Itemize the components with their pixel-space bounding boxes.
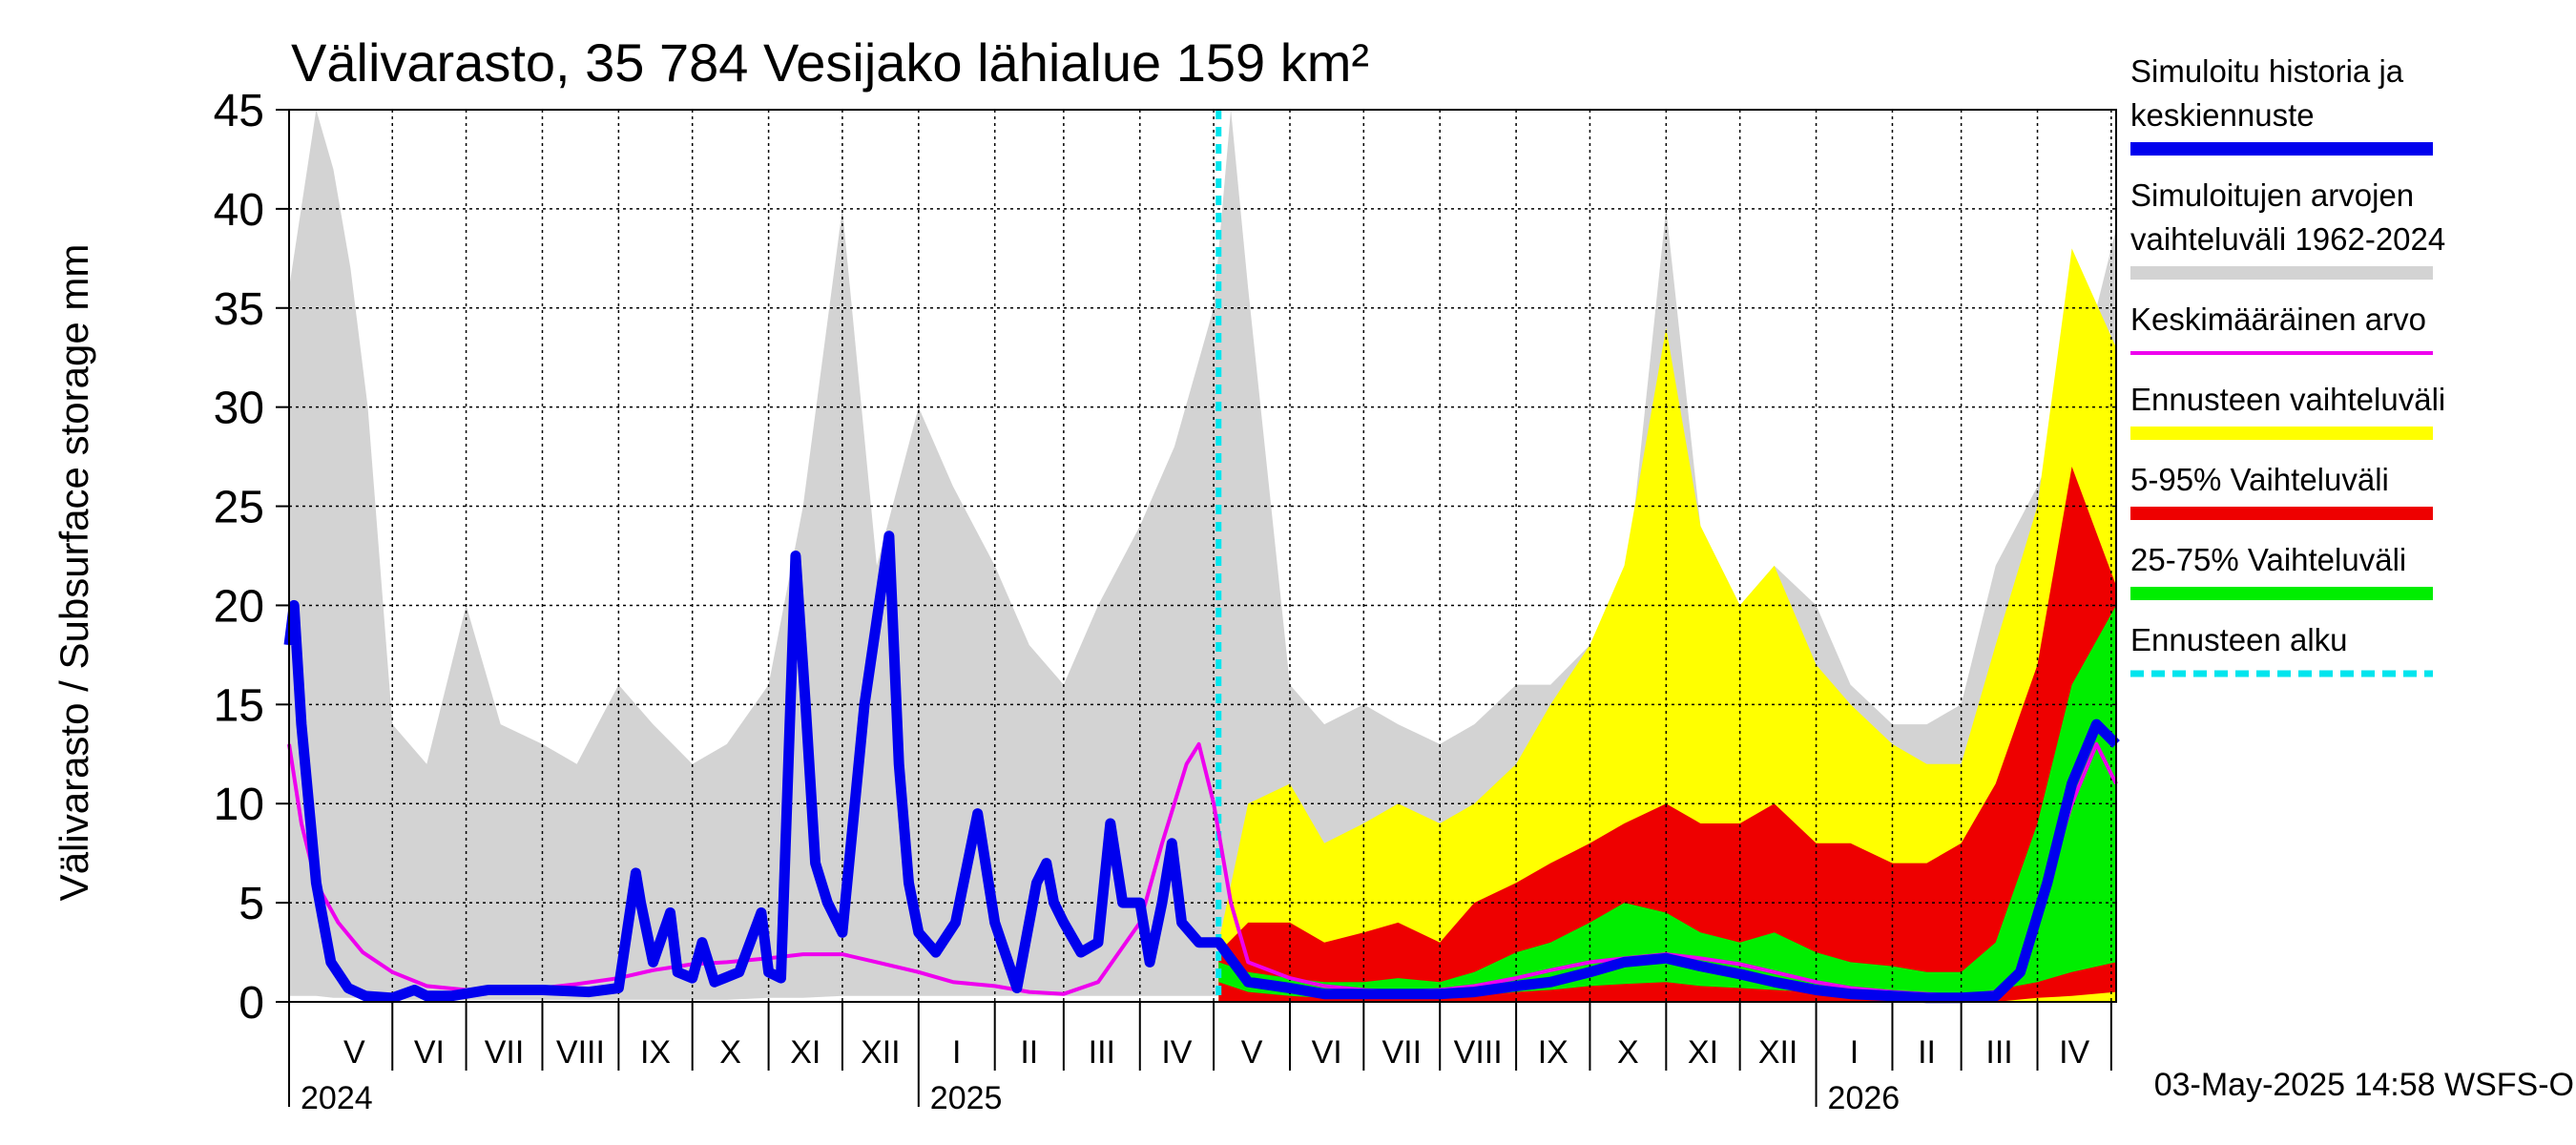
x-month-label-2024-10-01: X bbox=[719, 1034, 741, 1071]
legend-label-25-75-vaihteluv-li: 25-75% Vaihteluväli bbox=[2130, 542, 2406, 577]
x-month-label-2024-09-01: IX bbox=[640, 1034, 671, 1071]
y-tick-label-35: 35 bbox=[214, 284, 264, 335]
legend-label-keskim-r-inen-arvo: Keskimääräinen arvo bbox=[2130, 302, 2426, 337]
x-month-label-2025-09-01: IX bbox=[1538, 1034, 1568, 1071]
x-month-label-2026-01-01: I bbox=[1850, 1034, 1859, 1071]
x-month-label-2025-12-01: XII bbox=[1758, 1034, 1798, 1071]
legend-label-ennusteen-alku: Ennusteen alku bbox=[2130, 622, 2348, 657]
y-tick-label-10: 10 bbox=[214, 780, 264, 830]
x-year-label-2024: 2024 bbox=[301, 1080, 373, 1116]
x-month-label-2025-04-01: IV bbox=[1161, 1034, 1192, 1071]
x-month-label-2024-06-01: VI bbox=[414, 1034, 445, 1071]
x-month-label-2025-05-01: V bbox=[1241, 1034, 1263, 1071]
legend-label-simuloitu-historia-ja: Simuloitu historia ja bbox=[2130, 53, 2404, 89]
legend-label-5-95-vaihteluv-li: 5-95% Vaihteluväli bbox=[2130, 462, 2389, 497]
y-tick-label-20: 20 bbox=[214, 581, 264, 632]
x-month-label-2025-08-01: VIII bbox=[1454, 1034, 1503, 1071]
x-month-label-2024-08-01: VIII bbox=[556, 1034, 605, 1071]
series-lines bbox=[283, 110, 2120, 1004]
line-simuloitu-historia-ja-keskiennuste bbox=[283, 531, 2120, 1004]
legend-label-keskiennuste: keskiennuste bbox=[2130, 97, 2315, 133]
x-month-label-2025-11-01: XI bbox=[1688, 1034, 1718, 1071]
chart-title: Välivarasto, 35 784 Vesijako lähialue 15… bbox=[291, 32, 1369, 93]
y-tick-label-0: 0 bbox=[239, 978, 264, 1029]
x-month-label-2026-04-01: IV bbox=[2059, 1034, 2089, 1071]
y-tick-label-15: 15 bbox=[214, 680, 264, 731]
x-month-label-2025-10-01: X bbox=[1617, 1034, 1639, 1071]
y-tick-label-30: 30 bbox=[214, 384, 264, 434]
x-axis: V VI VII VIII IX X XI XII I II III IV V VI VII VIII IX X X… bbox=[288, 1002, 2112, 1116]
y-axis-label: Välivarasto / Subsurface storage mm bbox=[52, 244, 96, 902]
y-tick-label-45: 45 bbox=[214, 86, 264, 136]
grid-lines bbox=[289, 109, 2116, 1002]
legend-label-simuloitujen-arvojen: Simuloitujen arvojen bbox=[2130, 177, 2414, 213]
plot-frame bbox=[288, 109, 2117, 1003]
timestamp-footer: 03-May-2025 14:58 WSFS-O bbox=[2154, 1067, 2574, 1103]
y-axis-ticks: 0 5 10 15 20 25 30 35 40 45 bbox=[214, 86, 289, 1029]
x-month-label-2024-07-01: VII bbox=[485, 1034, 525, 1071]
x-month-label-2024-12-01: XII bbox=[861, 1034, 901, 1071]
x-month-label-2024-05-01: V bbox=[343, 1034, 365, 1071]
x-month-label-2025-03-01: III bbox=[1089, 1034, 1115, 1071]
legend-label-vaihteluv-li-1962-2024: vaihteluväli 1962-2024 bbox=[2130, 221, 2445, 257]
x-month-label-2024-11-01: XI bbox=[790, 1034, 821, 1071]
x-month-label-2025-01-01: I bbox=[952, 1034, 961, 1071]
x-month-label-2025-02-01: II bbox=[1020, 1034, 1038, 1071]
x-month-label-2025-07-01: VII bbox=[1381, 1034, 1422, 1071]
x-month-label-2026-03-01: III bbox=[1985, 1034, 2012, 1071]
y-tick-label-40: 40 bbox=[214, 185, 264, 236]
legend-label-ennusteen-vaihteluv-li: Ennusteen vaihteluväli bbox=[2130, 382, 2445, 417]
y-tick-label-25: 25 bbox=[214, 483, 264, 533]
y-tick-label-5: 5 bbox=[239, 879, 264, 929]
x-month-label-2025-06-01: VI bbox=[1312, 1034, 1342, 1071]
x-year-label-2026: 2026 bbox=[1828, 1080, 1901, 1116]
band-5-95-vaihteluv-li bbox=[1218, 467, 2116, 1002]
x-month-label-2026-02-01: II bbox=[1918, 1034, 1936, 1071]
x-year-label-2025: 2025 bbox=[930, 1080, 1003, 1116]
legend: Simuloitu historia ja keskiennuste Simuloi… bbox=[2130, 53, 2445, 677]
